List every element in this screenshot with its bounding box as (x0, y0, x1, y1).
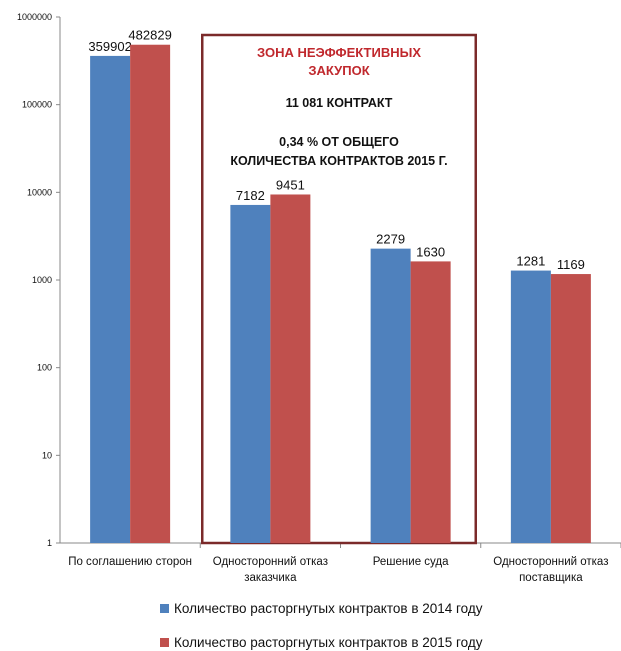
bar-2015 (130, 44, 171, 543)
data-label: 1169 (557, 257, 585, 272)
x-category-label: По соглашению сторон (68, 556, 192, 568)
y-tick-label: 1000000 (17, 12, 52, 22)
legend-label-2015: Количество расторгнутых контрактов в 201… (174, 634, 483, 650)
x-category-label: Односторонний отказ (493, 556, 608, 568)
x-category-label: Решение суда (373, 556, 449, 568)
data-label: 1630 (416, 244, 445, 259)
zone-contract-count: 11 081 КОНТРАКТ (286, 96, 393, 110)
bar-2015 (550, 274, 591, 543)
bar-2015 (270, 194, 311, 544)
data-label: 359902 (88, 39, 131, 54)
y-tick-label: 1000 (32, 275, 52, 285)
y-tick-label: 100 (37, 363, 52, 373)
bar-2014 (370, 248, 411, 543)
data-label: 2279 (376, 232, 405, 247)
zone-title: ЗОНА НЕЭФФЕКТИВНЫХ (257, 45, 421, 60)
y-tick-label: 10 (42, 450, 52, 460)
legend-swatch-2014 (160, 603, 169, 613)
y-tick-label: 1 (47, 538, 52, 548)
data-label: 9451 (276, 177, 305, 192)
legend: Количество расторгнутых контрактов в 201… (160, 599, 483, 651)
bar-2014 (90, 55, 131, 544)
zone-title: ЗАКУПОК (308, 63, 369, 78)
bar-2014 (510, 270, 551, 543)
data-label: 482829 (128, 28, 171, 43)
y-tick-label: 100000 (22, 100, 52, 110)
x-category-label: заказчика (244, 572, 297, 584)
y-tick-label: 10000 (27, 187, 52, 197)
bar-2015 (410, 261, 451, 543)
data-label: 7182 (236, 188, 265, 203)
ineffective-zone-box (201, 33, 477, 545)
zone-share-text: КОЛИЧЕСТВА КОНТРАКТОВ 2015 Г. (230, 154, 447, 168)
legend-swatch-2015 (160, 637, 169, 647)
legend-item-2015: Количество расторгнутых контрактов в 201… (160, 633, 483, 651)
x-category-label: поставщика (519, 572, 583, 584)
x-category-label: Односторонний отказ (213, 556, 328, 568)
data-label: 1281 (516, 254, 545, 269)
zone-share-text: 0,34 % ОТ ОБЩЕГО (279, 135, 399, 149)
bar-2014 (230, 204, 271, 543)
legend-item-2014: Количество расторгнутых контрактов в 201… (160, 599, 483, 617)
legend-label-2014: Количество расторгнутых контрактов в 201… (174, 600, 483, 616)
